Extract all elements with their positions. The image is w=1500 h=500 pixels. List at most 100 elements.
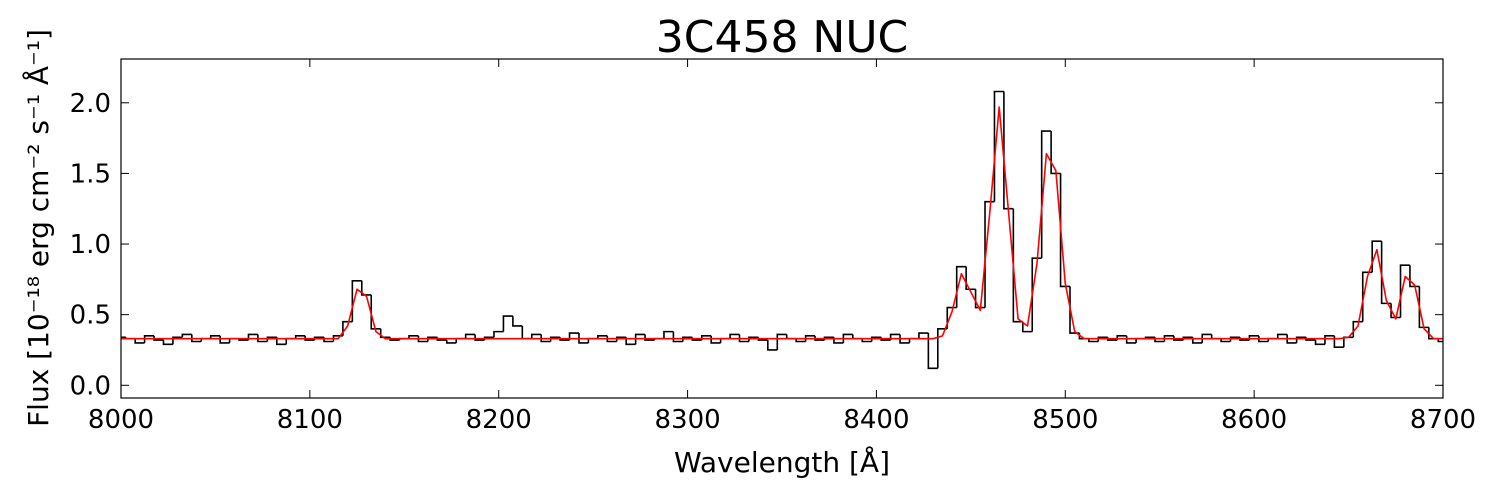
spectrum-step xyxy=(1220,338,1231,343)
spectrum-step xyxy=(1229,336,1240,342)
x-tick-label: 8600 xyxy=(1221,405,1287,435)
spectrum-step xyxy=(644,334,655,341)
spectrum-step xyxy=(143,335,155,343)
spectrum-step xyxy=(568,332,579,341)
x-tick-label: 8200 xyxy=(466,405,532,435)
spectrum-step xyxy=(417,335,428,343)
spectrum-step xyxy=(870,336,882,342)
spectrum-step xyxy=(285,337,296,345)
y-axis-label: Flux [10⁻¹⁸ erg cm⁻² s⁻¹ Å⁻¹] xyxy=(21,29,55,427)
spectrum-step xyxy=(427,336,438,342)
spectrum-step xyxy=(965,266,976,291)
spectrum-step xyxy=(445,340,457,344)
spectrum-step xyxy=(615,336,627,342)
spectrum-step xyxy=(842,333,853,343)
axes-frame xyxy=(120,58,1444,399)
spectrum-step xyxy=(1333,335,1344,348)
plot-area xyxy=(121,90,1443,370)
spectrum-step xyxy=(1031,257,1042,332)
x-axis-label: Wavelength [Å] xyxy=(674,445,890,479)
spectrum-step xyxy=(918,332,929,339)
spectrum-step xyxy=(861,338,872,343)
spectrum-step xyxy=(795,338,806,343)
spectrum-step xyxy=(276,337,287,346)
chart-title: 3C458 NUC xyxy=(656,12,909,63)
spectrum-step xyxy=(682,336,693,342)
spectrum-step xyxy=(1003,91,1014,210)
y-tick-label: 0.5 xyxy=(70,301,111,331)
spectrum-step xyxy=(181,333,192,338)
spectrum-step xyxy=(1437,338,1443,343)
spectrum-step xyxy=(1258,335,1269,343)
spectrum-step xyxy=(1418,286,1429,329)
spectrum-step xyxy=(191,334,202,343)
spectrum-step xyxy=(625,337,636,346)
spectrum-step xyxy=(379,328,391,339)
spectrum-step xyxy=(804,335,816,342)
spectrum-step xyxy=(672,331,683,343)
spectrum-step xyxy=(209,335,221,339)
model-line xyxy=(121,106,1443,340)
spectrum-step xyxy=(1380,241,1392,305)
spectrum-step xyxy=(1428,327,1439,340)
y-tick-label: 1.5 xyxy=(70,159,111,189)
spectrum-step xyxy=(663,330,674,339)
spectrum-step xyxy=(1050,131,1061,175)
spectrum-step xyxy=(1012,208,1023,323)
x-tick-label: 8700 xyxy=(1410,405,1476,435)
spectrum-step xyxy=(1314,340,1325,346)
spectrum-step xyxy=(1343,336,1354,348)
spectrum-step xyxy=(1021,321,1033,333)
x-tick-label: 8500 xyxy=(1032,405,1098,435)
spectrum-step xyxy=(370,294,381,330)
spectrum-step xyxy=(493,330,504,338)
spectrum-step xyxy=(502,315,513,332)
spectrum-step xyxy=(474,334,485,341)
spectrum-step xyxy=(1409,265,1420,288)
spectrum-step xyxy=(1097,336,1108,342)
spectrum-step xyxy=(814,335,825,341)
spectrum-step xyxy=(512,316,523,327)
spectrum-step xyxy=(549,336,561,342)
spectrum-step xyxy=(1173,335,1184,341)
y-tick-label: 2.0 xyxy=(70,89,111,119)
spectrum-step xyxy=(134,338,145,344)
x-tick-label: 8300 xyxy=(654,405,720,435)
spectrum-step xyxy=(172,336,183,345)
spectrum-step xyxy=(578,333,589,344)
spectrum-step xyxy=(257,334,268,343)
spectrum-step xyxy=(153,335,164,341)
spectrum-step xyxy=(1324,335,1335,345)
spectrum-step xyxy=(1295,336,1307,343)
spectrum-step xyxy=(974,289,986,309)
spectrum-step xyxy=(162,340,173,346)
spectrum-step xyxy=(597,335,608,339)
x-tick-label: 8400 xyxy=(843,405,909,435)
x-tick-label: 8100 xyxy=(277,405,343,435)
spectrum-step xyxy=(530,333,542,339)
spectrum-step xyxy=(304,335,315,341)
spectrum-step xyxy=(1069,286,1080,334)
spectrum-step xyxy=(1201,333,1212,343)
spectrum-step xyxy=(521,325,532,340)
spectrum-step xyxy=(937,327,948,369)
spectrum-step xyxy=(899,334,910,344)
spectrum-step xyxy=(729,333,740,339)
spectrum-step xyxy=(408,335,419,339)
spectrum-step xyxy=(748,336,759,342)
y-tick-label: 1.0 xyxy=(70,230,111,260)
spectrum-step xyxy=(464,333,476,339)
spectrum-step xyxy=(1286,334,1297,344)
spectrum-step xyxy=(1163,335,1174,342)
spectrum-step xyxy=(1059,173,1071,288)
spectrum-step xyxy=(266,336,277,342)
spectrum-step xyxy=(540,334,551,343)
y-tick-label: 0.0 xyxy=(70,371,111,401)
spectrum-step xyxy=(634,333,646,345)
spectrum-step xyxy=(1088,338,1099,343)
spectrum-step xyxy=(1276,333,1288,339)
spectrum-step xyxy=(927,333,938,370)
spectrum-step xyxy=(738,334,749,343)
x-tick-label: 8000 xyxy=(88,405,154,435)
